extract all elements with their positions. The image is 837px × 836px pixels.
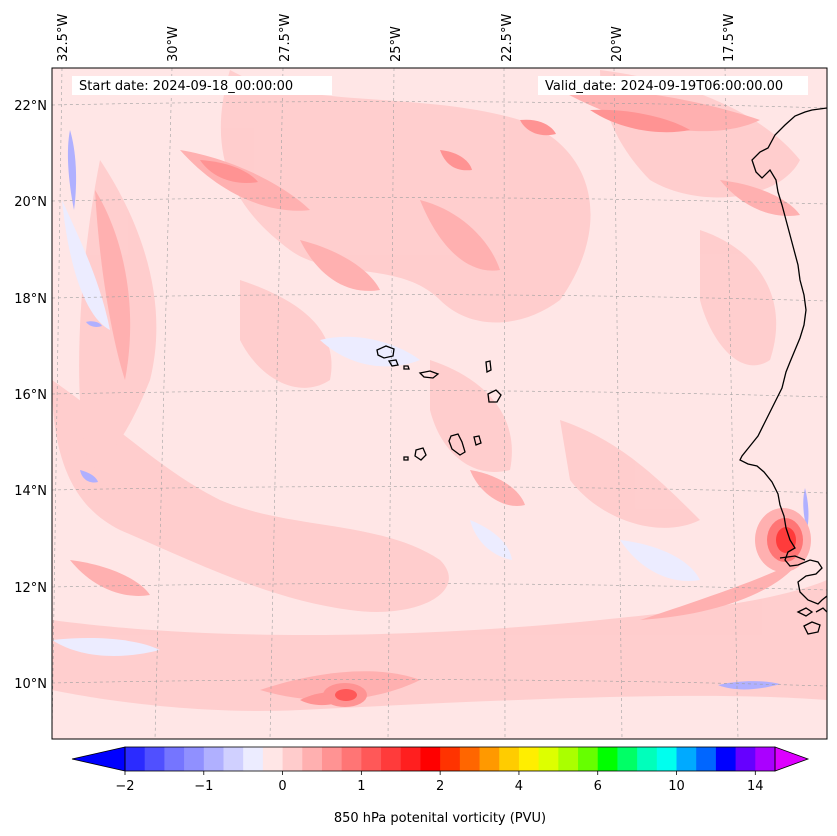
pv-contour-dark: [200, 109, 690, 706]
graticule: [52, 68, 827, 739]
island-fogo: [414, 447, 427, 461]
colorbar-cells: [125, 747, 776, 771]
colorbar-cell: [184, 747, 205, 771]
lon-label-22-5w: 22.5°W: [500, 14, 515, 62]
lon-label-17-5w: 17.5°W: [722, 14, 737, 62]
pv-max-south: [323, 683, 367, 707]
colorbar-tick-label: 10: [668, 779, 685, 794]
colorbar-cell: [361, 747, 382, 771]
colorbar-min-extend: [71, 746, 126, 772]
colorbar-tick-label: −1: [194, 779, 213, 794]
colorbar-tick-label: 14: [747, 779, 764, 794]
colorbar-cell: [617, 747, 638, 771]
longitude-labels: 32.5°W 30°W 27.5°W 25°W 22.5°W 20°W 17.5…: [56, 14, 737, 62]
colorbar-cell: [558, 747, 579, 771]
colorbar-tick-label: 2: [436, 779, 444, 794]
island-santa-luzia: [403, 365, 410, 370]
colorbar-cell: [538, 747, 559, 771]
colorbar-cell: [755, 747, 776, 771]
colorbar-cell: [479, 747, 500, 771]
colorbar-cell: [518, 747, 540, 771]
valid-date-label: Valid_date: 2024-09-19T06:00:00.00: [545, 79, 783, 94]
colorbar-cell: [262, 747, 284, 771]
lat-label-20n: 20°N: [14, 195, 47, 210]
island-santo-antao: [376, 345, 395, 359]
start-date-label: Start date: 2024-09-18_00:00:00: [79, 79, 293, 94]
latitude-labels: 22°N 20°N 18°N 16°N 14°N 12°N 10°N: [14, 99, 47, 692]
lat-label-22n: 22°N: [14, 99, 47, 114]
lon-label-32-5w: 32.5°W: [56, 14, 71, 62]
colorbar-cell: [715, 747, 737, 771]
island-sao-nicolau: [418, 370, 440, 379]
lon-label-25w: 25°W: [389, 26, 404, 62]
colorbar-cell: [203, 747, 224, 771]
map-panel: Start date: 2024-09-18_00:00:00 Valid_da…: [51, 67, 828, 740]
colorbar-cell: [321, 747, 343, 771]
pv-contour-negative-strong: [67, 130, 809, 690]
lat-label-14n: 14°N: [14, 484, 47, 499]
colorbar-cell: [164, 747, 185, 771]
colorbar-cell: [676, 747, 697, 771]
colorbar-cell: [637, 747, 658, 771]
pv-max-senegal: [755, 508, 811, 572]
lon-label-27-5w: 27.5°W: [278, 14, 293, 62]
colorbar-cell: [125, 747, 146, 771]
cape-verde-islands: [376, 345, 502, 461]
colorbar-ticks: −2 −1 0 1 2 4 6 10 14: [115, 771, 764, 794]
colorbar-max-extend: [774, 746, 810, 772]
map-frame: [51, 67, 828, 740]
island-santiago: [448, 433, 466, 456]
island-maio: [473, 435, 482, 446]
colorbar-cell: [656, 747, 678, 771]
lon-label-30w: 30°W: [166, 26, 181, 62]
colorbar-frame: [124, 746, 776, 772]
lat-label-16n: 16°N: [14, 388, 47, 403]
colorbar-cell: [420, 747, 441, 771]
lat-label-10n: 10°N: [14, 677, 47, 692]
colorbar-cell: [440, 747, 461, 771]
valid-date-box: [538, 76, 808, 95]
colorbar-tick-label: −2: [115, 779, 134, 794]
island-sal: [485, 360, 492, 374]
colorbar-tick-label: 4: [515, 779, 523, 794]
colorbar-cell: [400, 747, 421, 771]
pv-field: [52, 68, 827, 739]
colorbar-tick-label: 0: [278, 779, 286, 794]
colorbar-cell: [459, 747, 481, 771]
island-brava: [403, 456, 409, 461]
lat-label-12n: 12°N: [14, 581, 47, 596]
colorbar-cell: [597, 747, 618, 771]
lat-label-18n: 18°N: [14, 292, 47, 307]
colorbar-cell: [282, 747, 303, 771]
colorbar-cell: [223, 747, 244, 771]
colorbar-cell: [341, 747, 362, 771]
colorbar-tick-label: 1: [357, 779, 365, 794]
colorbar-cell: [696, 747, 717, 771]
lon-label-20w: 20°W: [610, 26, 625, 62]
colorbar-cell: [381, 747, 402, 771]
colorbar-cell: [578, 747, 599, 771]
african-coastline: [739, 107, 827, 635]
colorbar-cell: [735, 747, 756, 771]
pv-contour-medium: [70, 89, 800, 701]
colorbar-cell: [243, 747, 264, 771]
island-sao-vicente: [387, 359, 399, 367]
start-date-box: [72, 76, 332, 95]
colorbar-title: 850 hPa potenital vorticity (PVU): [334, 811, 546, 826]
pv-contour-negative: [52, 200, 700, 656]
colorbar-tick-label: 6: [594, 779, 602, 794]
colorbar: −2 −1 0 1 2 4 6 10 14 850 hPa potenital vorticit…: [71, 746, 810, 826]
island-boa-vista: [487, 389, 502, 403]
colorbar-cell: [302, 747, 323, 771]
colorbar-cell: [499, 747, 520, 771]
colorbar-cell: [144, 747, 165, 771]
